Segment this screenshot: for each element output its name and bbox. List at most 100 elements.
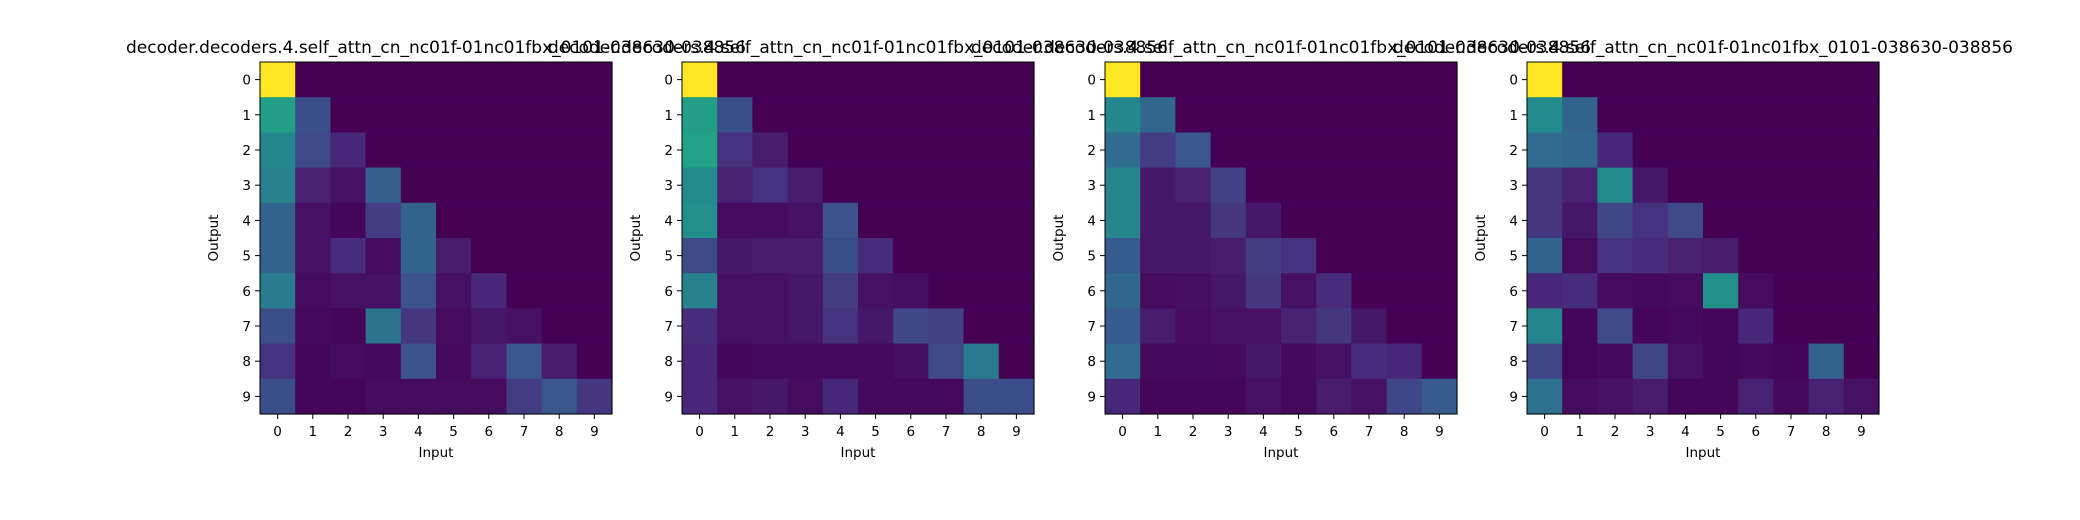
heatmap-cell xyxy=(436,202,472,239)
y-tick-label: 1 xyxy=(1509,108,1518,124)
heatmap-cell xyxy=(1386,273,1423,309)
x-tick-label: 2 xyxy=(344,424,353,440)
heatmap-cell xyxy=(963,132,1000,169)
x-tick-label: 6 xyxy=(1752,424,1761,440)
heatmap-cell xyxy=(682,202,718,239)
heatmap-cell xyxy=(858,167,894,204)
y-tick-label: 8 xyxy=(242,354,251,370)
x-tick-label: 1 xyxy=(1576,424,1585,440)
heatmap-cell xyxy=(1527,273,1563,309)
heatmap-cell xyxy=(330,97,367,133)
y-tick-label: 3 xyxy=(664,178,673,194)
heatmap-cell xyxy=(822,273,859,309)
heatmap-cell xyxy=(928,273,965,309)
heatmap-cell xyxy=(1738,202,1774,239)
heatmap-cell xyxy=(1351,132,1388,169)
heatmap-cell xyxy=(1210,97,1247,133)
x-tick-label: 2 xyxy=(766,424,775,440)
heatmap-cell xyxy=(1210,167,1247,204)
heatmap-cell xyxy=(1703,202,1739,239)
heatmap-cell xyxy=(682,97,718,133)
heatmap-cell xyxy=(365,273,402,309)
heatmap-cell xyxy=(506,62,543,98)
heatmap-cell xyxy=(1773,273,1810,309)
heatmap-cell xyxy=(1386,167,1423,204)
heatmap-cell xyxy=(893,273,929,309)
heatmap-cell xyxy=(1351,378,1388,415)
y-tick-label: 9 xyxy=(242,389,251,405)
heatmap-cell xyxy=(1562,132,1598,169)
x-tick-label: 1 xyxy=(731,424,740,440)
heatmap-cell xyxy=(858,62,894,98)
heatmap-cell xyxy=(1421,343,1458,380)
heatmap-cell xyxy=(1527,238,1563,274)
heatmap-cell xyxy=(1140,378,1176,415)
heatmap-cell xyxy=(893,238,929,274)
y-tick-label: 7 xyxy=(242,319,251,335)
heatmap-cell xyxy=(1105,308,1141,345)
x-axis-label: Input xyxy=(1264,445,1299,461)
heatmap-cells xyxy=(1105,62,1458,415)
heatmap-cell xyxy=(1597,238,1634,274)
y-axis-label: Output xyxy=(206,215,222,262)
y-tick-label: 4 xyxy=(1509,213,1518,229)
heatmap-cell xyxy=(928,167,965,204)
heatmap-cell xyxy=(752,132,789,169)
heatmap-cell xyxy=(752,308,789,345)
heatmap-cell xyxy=(400,202,437,239)
y-tick-label: 6 xyxy=(1087,284,1096,300)
heatmap-cell xyxy=(1773,238,1810,274)
heatmap-cell xyxy=(1703,132,1739,169)
heatmap-cell xyxy=(260,62,296,98)
heatmap-cell xyxy=(1175,378,1212,415)
heatmap-cell xyxy=(1316,202,1352,239)
x-tick-label: 5 xyxy=(1294,424,1303,440)
heatmap-cell xyxy=(893,132,929,169)
heatmap-cell xyxy=(787,97,824,133)
heatmap-cell xyxy=(1105,97,1141,133)
heatmap-cells xyxy=(1527,62,1880,415)
heatmap-cell xyxy=(717,132,753,169)
heatmap-cell xyxy=(1667,62,1704,98)
heatmap-cell xyxy=(400,132,437,169)
heatmap-cell xyxy=(1667,238,1704,274)
heatmap-cell xyxy=(1808,167,1845,204)
heatmap-cell xyxy=(822,167,859,204)
heatmap-cell xyxy=(1632,97,1669,133)
axes-frame xyxy=(1104,61,1458,415)
x-tick-label: 8 xyxy=(977,424,986,440)
heatmap-cell xyxy=(752,167,789,204)
heatmap-cell xyxy=(1808,132,1845,169)
x-tick-label: 3 xyxy=(1646,424,1655,440)
heatmap-panel-3: 0 1 2 3 4 5 6 7 8 9 0 1 2 3 4 5 6 7 8 9 Input Output decoder.d… xyxy=(971,38,1591,461)
heatmap-cell xyxy=(1281,343,1317,380)
heatmap-cell xyxy=(436,308,472,345)
heatmap-cell xyxy=(1562,308,1598,345)
x-tick-label: 6 xyxy=(1330,424,1339,440)
heatmap-cell xyxy=(576,273,613,309)
x-tick-label: 7 xyxy=(1365,424,1374,440)
heatmap-cell xyxy=(998,62,1035,98)
heatmap-cell xyxy=(1703,62,1739,98)
heatmap-cell xyxy=(998,202,1035,239)
heatmap-cell xyxy=(1632,308,1669,345)
heatmap-cell xyxy=(1808,62,1845,98)
heatmap-cell xyxy=(1527,202,1563,239)
heatmap-cell xyxy=(1562,273,1598,309)
heatmap-cell xyxy=(752,62,789,98)
y-tick-label: 6 xyxy=(242,284,251,300)
heatmap-cell xyxy=(471,202,507,239)
heatmap-cell xyxy=(752,343,789,380)
heatmap-cell xyxy=(787,308,824,345)
x-tick-label: 9 xyxy=(590,424,599,440)
heatmap-cell xyxy=(1210,62,1247,98)
heatmap-cell xyxy=(1175,132,1212,169)
heatmap-cell xyxy=(541,202,578,239)
y-tick-label: 8 xyxy=(1509,354,1518,370)
heatmap-cell xyxy=(1738,132,1774,169)
heatmap-cell xyxy=(436,62,472,98)
heatmap-cell xyxy=(1105,202,1141,239)
heatmap-cell xyxy=(1808,273,1845,309)
heatmap-cell xyxy=(1738,62,1774,98)
heatmap-cell xyxy=(858,308,894,345)
